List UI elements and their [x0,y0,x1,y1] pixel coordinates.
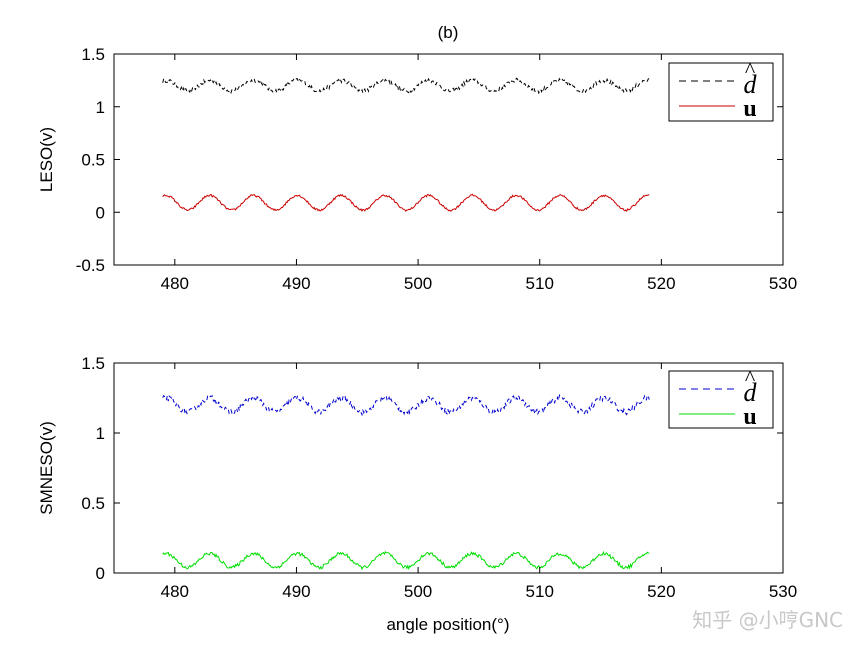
top-plot-leso: 480 490 500 510 520 530 -0.5 0 0.5 1 1.5 LESO(v) ^du [37,45,797,293]
legend-box [668,370,774,429]
y-tick-label: 1 [96,424,105,443]
bottom-plot-smneso: 480 490 500 510 520 530 0 0.5 1 1.5 SMNESO(v) angle… [37,354,797,634]
legend-label-d-hat: d [744,378,758,407]
x-tick-label: 530 [769,582,797,601]
x-tick-label: 490 [282,582,310,601]
x-axis-label: angle position(°) [386,615,509,634]
x-tick-label: 500 [404,582,432,601]
legend-box [668,62,774,122]
x-tick-label: 520 [647,582,675,601]
x-tick-label: 510 [526,274,554,293]
axes-box [113,362,784,574]
y-tick-label: 1 [96,98,105,117]
y-tick-label: 0.5 [81,494,105,513]
x-tick-label: 500 [404,274,432,293]
legend-label-accent: ^ [745,57,756,82]
legend-label-u: u [743,404,756,430]
x-tick-label: 480 [161,582,189,601]
legend-label-d-hat: d [744,70,758,99]
x-tick-label: 530 [769,274,797,293]
legend-label-accent: ^ [745,365,756,390]
series-line-d-hat [162,77,650,95]
y-tick-label: 0 [96,203,105,222]
y-tick-label: -0.5 [76,256,105,275]
x-tick-label: 510 [526,582,554,601]
y-tick-label: 0 [96,564,105,583]
y-tick-label: 1.5 [81,354,105,373]
y-axis-label: LESO(v) [37,127,56,192]
figure-title: (b) [438,23,459,42]
x-tick-label: 490 [282,274,310,293]
x-tick-label: 480 [161,274,189,293]
watermark: 知乎 @小哼GNC [692,608,843,632]
series-line-u [162,193,650,213]
series-line-d-hat [162,393,650,417]
legend-label-u: u [743,96,756,122]
y-axis-label: SMNESO(v) [37,421,56,515]
series-line-u [162,550,650,571]
y-tick-label: 1.5 [81,45,105,64]
x-tick-label: 520 [647,274,675,293]
y-tick-label: 0.5 [81,151,105,170]
